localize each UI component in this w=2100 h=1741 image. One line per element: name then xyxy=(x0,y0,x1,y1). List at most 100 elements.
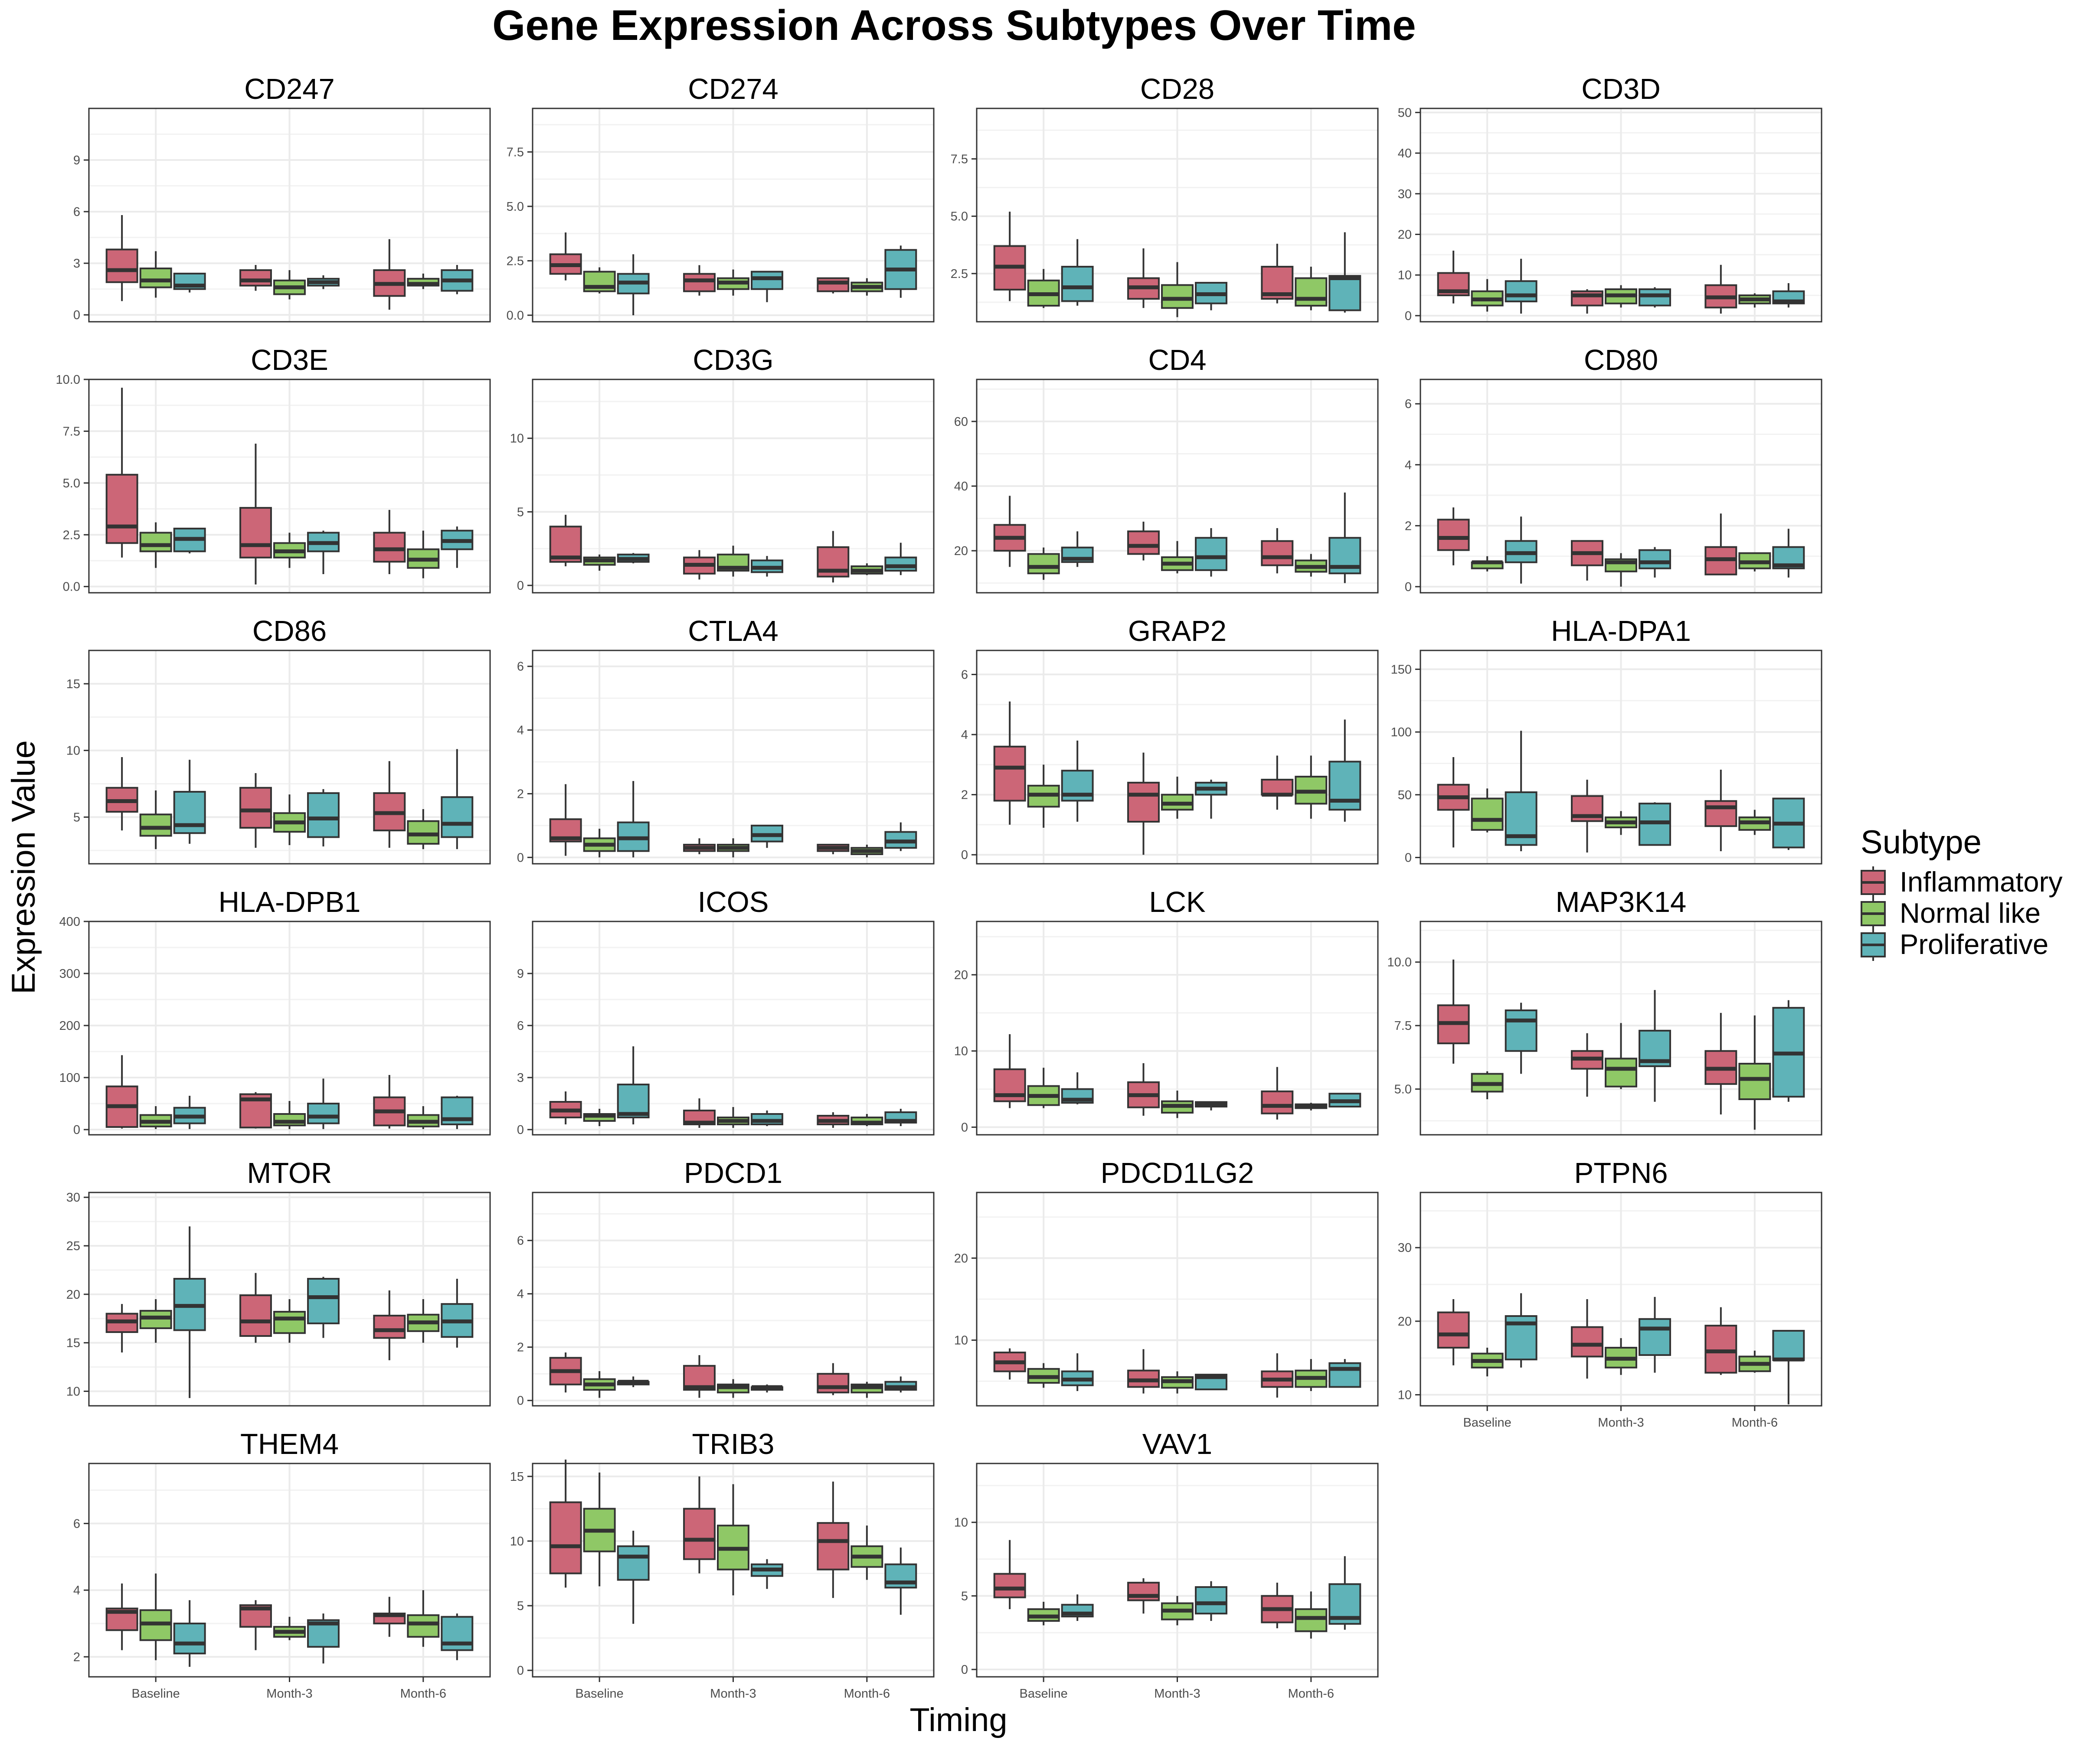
box-normal-like-baseline xyxy=(583,1472,616,1587)
box-body xyxy=(105,474,138,544)
facet-title-hla-dpa1: HLA-DPA1 xyxy=(1551,615,1691,647)
box-proliferative-baseline xyxy=(1505,1003,1537,1074)
box-proliferative-month-3 xyxy=(751,824,783,848)
y-tick-label: 10 xyxy=(66,1385,80,1398)
box-body xyxy=(1328,1362,1361,1388)
box-body xyxy=(1639,288,1671,307)
box-inflammatory-month-3 xyxy=(1571,540,1603,581)
x-tick-label-month-6: Month-6 xyxy=(844,1687,890,1701)
facet-title-mtor: MTOR xyxy=(247,1157,332,1189)
y-tick-label: 0 xyxy=(517,1664,524,1678)
box-body xyxy=(683,273,716,292)
facet-hla-dpa1: HLA-DPA1 0 50 100 150 xyxy=(1391,615,1822,865)
box-inflammatory-month-6 xyxy=(1261,1067,1294,1120)
y-tick-label: 6 xyxy=(517,660,524,674)
facet-title-cd28: CD28 xyxy=(1140,73,1214,105)
x-axis-title: Timing xyxy=(909,1702,1007,1738)
box-inflammatory-month-3 xyxy=(239,1092,272,1129)
box-normal-like-month-3 xyxy=(717,1379,749,1398)
y-axis-title: Expression Value xyxy=(5,740,42,994)
y-tick-label: 10 xyxy=(510,432,524,446)
panel-border xyxy=(88,921,491,1136)
y-tick-label: 2.5 xyxy=(507,254,524,268)
box-inflammatory-month-6 xyxy=(1704,513,1737,575)
y-tick-label: 7.5 xyxy=(1394,1019,1412,1033)
box-inflammatory-month-6 xyxy=(1704,1307,1737,1375)
box-inflammatory-month-3 xyxy=(239,444,272,585)
box-proliferative-month-6 xyxy=(884,1376,917,1393)
y-tick-label: 3 xyxy=(73,257,80,271)
box-normal-like-baseline xyxy=(1471,279,1504,312)
box-body xyxy=(1505,1009,1537,1052)
panel-border xyxy=(88,1192,491,1407)
box-body xyxy=(1772,1329,1805,1361)
panel-border xyxy=(88,379,491,594)
x-tick-label-baseline: Baseline xyxy=(576,1687,624,1701)
box-body xyxy=(993,1573,1026,1598)
box-body xyxy=(549,1501,582,1574)
y-tick-label: 10 xyxy=(1398,1388,1412,1402)
y-tick-label: 5.0 xyxy=(1394,1083,1412,1097)
panel-border xyxy=(976,650,1379,865)
box-body xyxy=(1328,275,1361,311)
box-proliferative-month-3 xyxy=(751,1559,783,1589)
box-body xyxy=(617,1084,650,1118)
box-normal-like-month-3 xyxy=(1161,541,1194,574)
box-normal-like-baseline xyxy=(139,1299,172,1343)
box-inflammatory-month-3 xyxy=(1127,1063,1160,1116)
y-tick-label: 3 xyxy=(517,1071,524,1085)
box-normal-like-month-6 xyxy=(1295,1359,1328,1391)
box-proliferative-baseline xyxy=(1505,258,1537,314)
box-normal-like-month-3 xyxy=(273,1617,306,1640)
box-normal-like-month-6 xyxy=(407,1299,440,1343)
panel-border xyxy=(1420,379,1822,594)
box-normal-like-baseline xyxy=(1027,547,1060,580)
box-proliferative-baseline xyxy=(1505,1293,1537,1368)
y-tick-label: 9 xyxy=(517,967,524,981)
box-normal-like-baseline xyxy=(1471,556,1504,572)
facet-trib3: TRIB3 0 5 10 15 Baseline Month-3 Month-6 xyxy=(510,1428,935,1701)
box-normal-like-baseline xyxy=(1027,1363,1060,1388)
box-body xyxy=(1437,519,1470,551)
box-body xyxy=(1195,1586,1227,1615)
panel-border xyxy=(88,650,491,865)
box-body xyxy=(1639,1318,1671,1356)
box-inflammatory-baseline xyxy=(993,1348,1026,1380)
box-normal-like-month-6 xyxy=(1295,755,1328,819)
facet-pdcd1lg2: PDCD1LG2 10 20 xyxy=(954,1157,1379,1407)
facet-cd28: CD28 2.5 5.0 7.5 xyxy=(951,73,1379,323)
box-body xyxy=(817,277,850,292)
box-proliferative-baseline xyxy=(173,527,206,554)
y-tick-label: 2 xyxy=(1405,519,1412,533)
box-inflammatory-baseline xyxy=(105,1055,138,1129)
box-body xyxy=(307,1278,340,1324)
box-normal-like-baseline xyxy=(1027,269,1060,308)
box-normal-like-baseline xyxy=(1027,1068,1060,1108)
box-proliferative-month-6 xyxy=(1328,1359,1361,1388)
panel-border xyxy=(532,921,935,1136)
y-tick-label: 4 xyxy=(1405,458,1412,472)
x-tick-label-baseline: Baseline xyxy=(1463,1416,1511,1430)
box-inflammatory-month-6 xyxy=(1261,755,1294,810)
box-inflammatory-month-6 xyxy=(373,1597,406,1637)
y-tick-label: 5 xyxy=(961,1589,968,1603)
box-body xyxy=(307,1103,340,1124)
y-tick-label: 15 xyxy=(510,1470,524,1484)
box-normal-like-month-3 xyxy=(1161,1596,1194,1626)
box-inflammatory-baseline xyxy=(549,515,582,566)
box-inflammatory-month-6 xyxy=(1704,265,1737,314)
box-proliferative-month-3 xyxy=(751,556,783,577)
y-tick-label: 40 xyxy=(1398,147,1412,160)
box-proliferative-month-3 xyxy=(307,1613,340,1664)
y-tick-label: 0 xyxy=(517,1123,524,1137)
box-body xyxy=(139,813,172,837)
box-normal-like-month-6 xyxy=(1738,1350,1771,1373)
box-normal-like-month-3 xyxy=(273,270,306,300)
box-proliferative-baseline xyxy=(617,781,650,858)
facet-hla-dpb1: HLA-DPB1 0 100 200 300 400 xyxy=(59,886,491,1137)
y-tick-label: 7.5 xyxy=(63,425,80,438)
box-normal-like-month-6 xyxy=(1738,810,1771,835)
box-proliferative-baseline xyxy=(1061,1072,1094,1104)
y-tick-label: 10.0 xyxy=(56,373,80,387)
